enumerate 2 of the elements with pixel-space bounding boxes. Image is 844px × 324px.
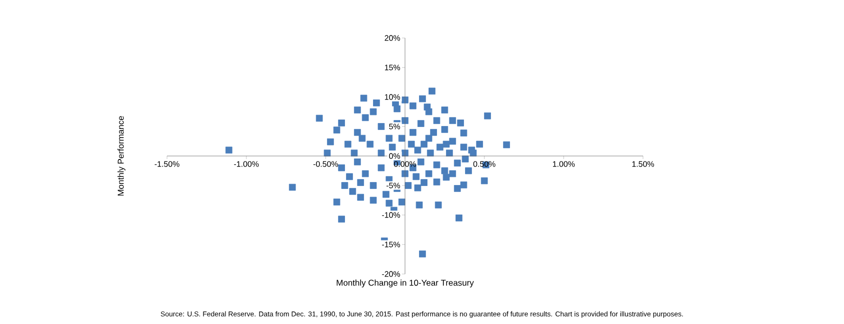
y-axis-title: Monthly Performance	[118, 116, 126, 196]
x-axis-title: Monthly Change in 10-Year Treasury	[336, 280, 474, 288]
